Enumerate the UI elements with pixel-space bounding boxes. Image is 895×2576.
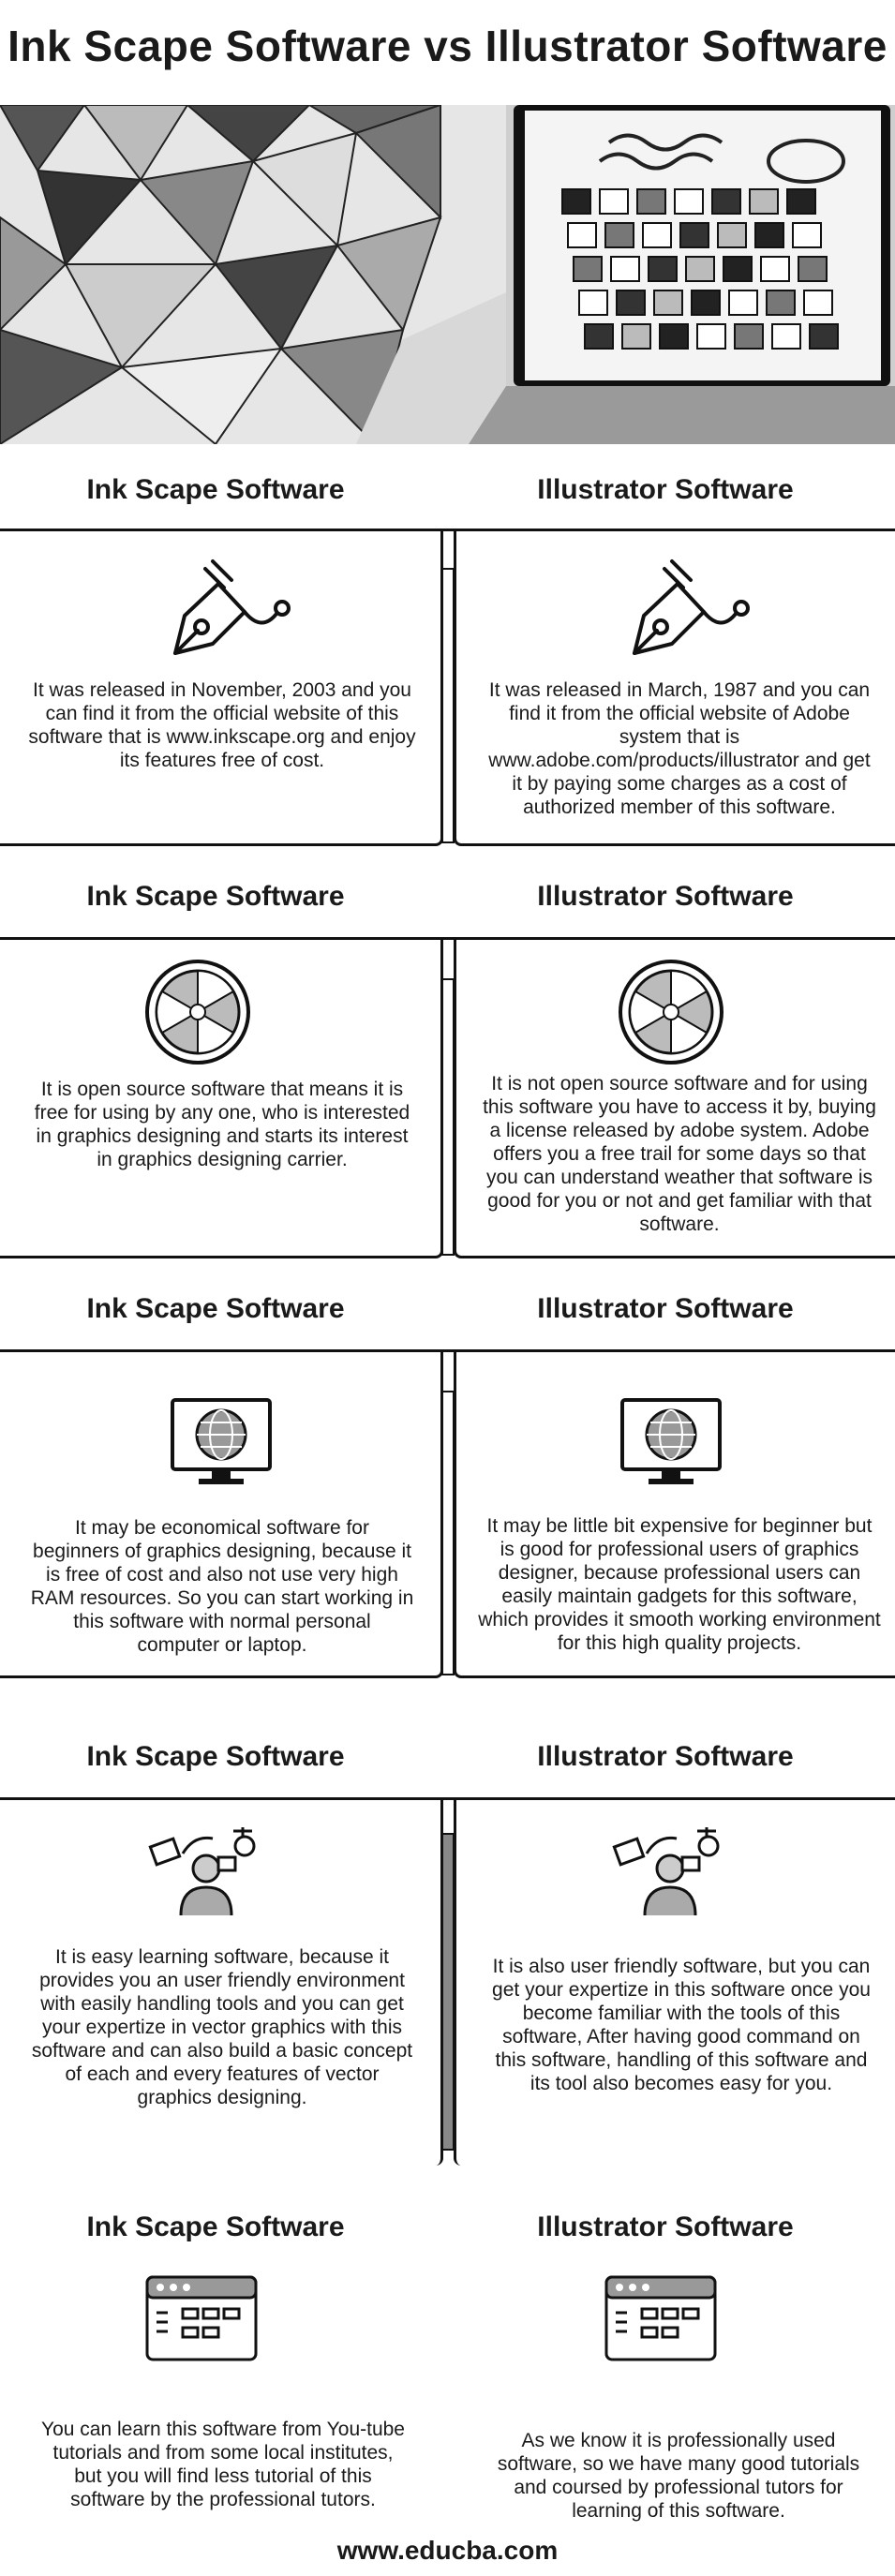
left-description: It is open source software that means it… bbox=[34, 1079, 410, 1170]
monitor-globe-icon bbox=[620, 1398, 722, 1484]
comparison-section-3: Ink Scape Software Illustrator Software … bbox=[0, 1276, 895, 1704]
left-description: It may be economical software for beginn… bbox=[30, 1517, 414, 1656]
right-description: It is also user friendly software, but y… bbox=[492, 1956, 871, 2094]
right-heading: Illustrator Software bbox=[537, 881, 794, 912]
right-heading: Illustrator Software bbox=[537, 1293, 794, 1324]
comparison-section-4: Ink Scape Software Illustrator Software … bbox=[0, 1724, 895, 2188]
comparison-section-5: Ink Scape Software Illustrator Software … bbox=[0, 2195, 895, 2523]
left-description: It is easy learning software, because it… bbox=[31, 1946, 413, 2108]
pen-nib-icon bbox=[173, 559, 291, 655]
left-heading: Ink Scape Software bbox=[86, 1741, 345, 1772]
browser-window-icon bbox=[604, 2275, 717, 2361]
aperture-icon bbox=[619, 960, 723, 1065]
left-description: It was released in November, 2003 and yo… bbox=[28, 679, 416, 771]
pen-nib-icon bbox=[633, 559, 750, 655]
learning-user-icon bbox=[612, 1827, 720, 1916]
right-heading: Illustrator Software bbox=[537, 1741, 794, 1772]
left-heading: Ink Scape Software bbox=[86, 881, 345, 912]
right-description: As we know it is professionally used sof… bbox=[497, 2430, 860, 2522]
left-heading: Ink Scape Software bbox=[86, 2211, 345, 2242]
left-description: You can learn this software from You-tub… bbox=[41, 2419, 405, 2510]
learning-user-icon bbox=[148, 1827, 256, 1916]
page-title: Ink Scape Software vs Illustrator Softwa… bbox=[7, 22, 888, 70]
monitor-globe-icon bbox=[171, 1398, 272, 1484]
right-heading: Illustrator Software bbox=[537, 474, 794, 505]
left-heading: Ink Scape Software bbox=[86, 1293, 345, 1324]
comparison-section-2: Ink Scape Software Illustrator Software … bbox=[0, 864, 895, 1276]
left-heading: Ink Scape Software bbox=[86, 474, 345, 505]
browser-window-icon bbox=[145, 2275, 258, 2361]
right-heading: Illustrator Software bbox=[537, 2211, 794, 2242]
right-description: It was released in March, 1987 and you c… bbox=[488, 679, 871, 818]
aperture-icon bbox=[145, 960, 250, 1065]
right-description: It may be little bit expensive for begin… bbox=[478, 1515, 881, 1654]
comparison-section-1: Ink Scape Software Illustrator Software … bbox=[0, 457, 895, 860]
right-description: It is not open source software and for u… bbox=[483, 1073, 876, 1235]
hero-image bbox=[0, 105, 895, 444]
footer-url: www.educba.com bbox=[336, 2536, 559, 2565]
